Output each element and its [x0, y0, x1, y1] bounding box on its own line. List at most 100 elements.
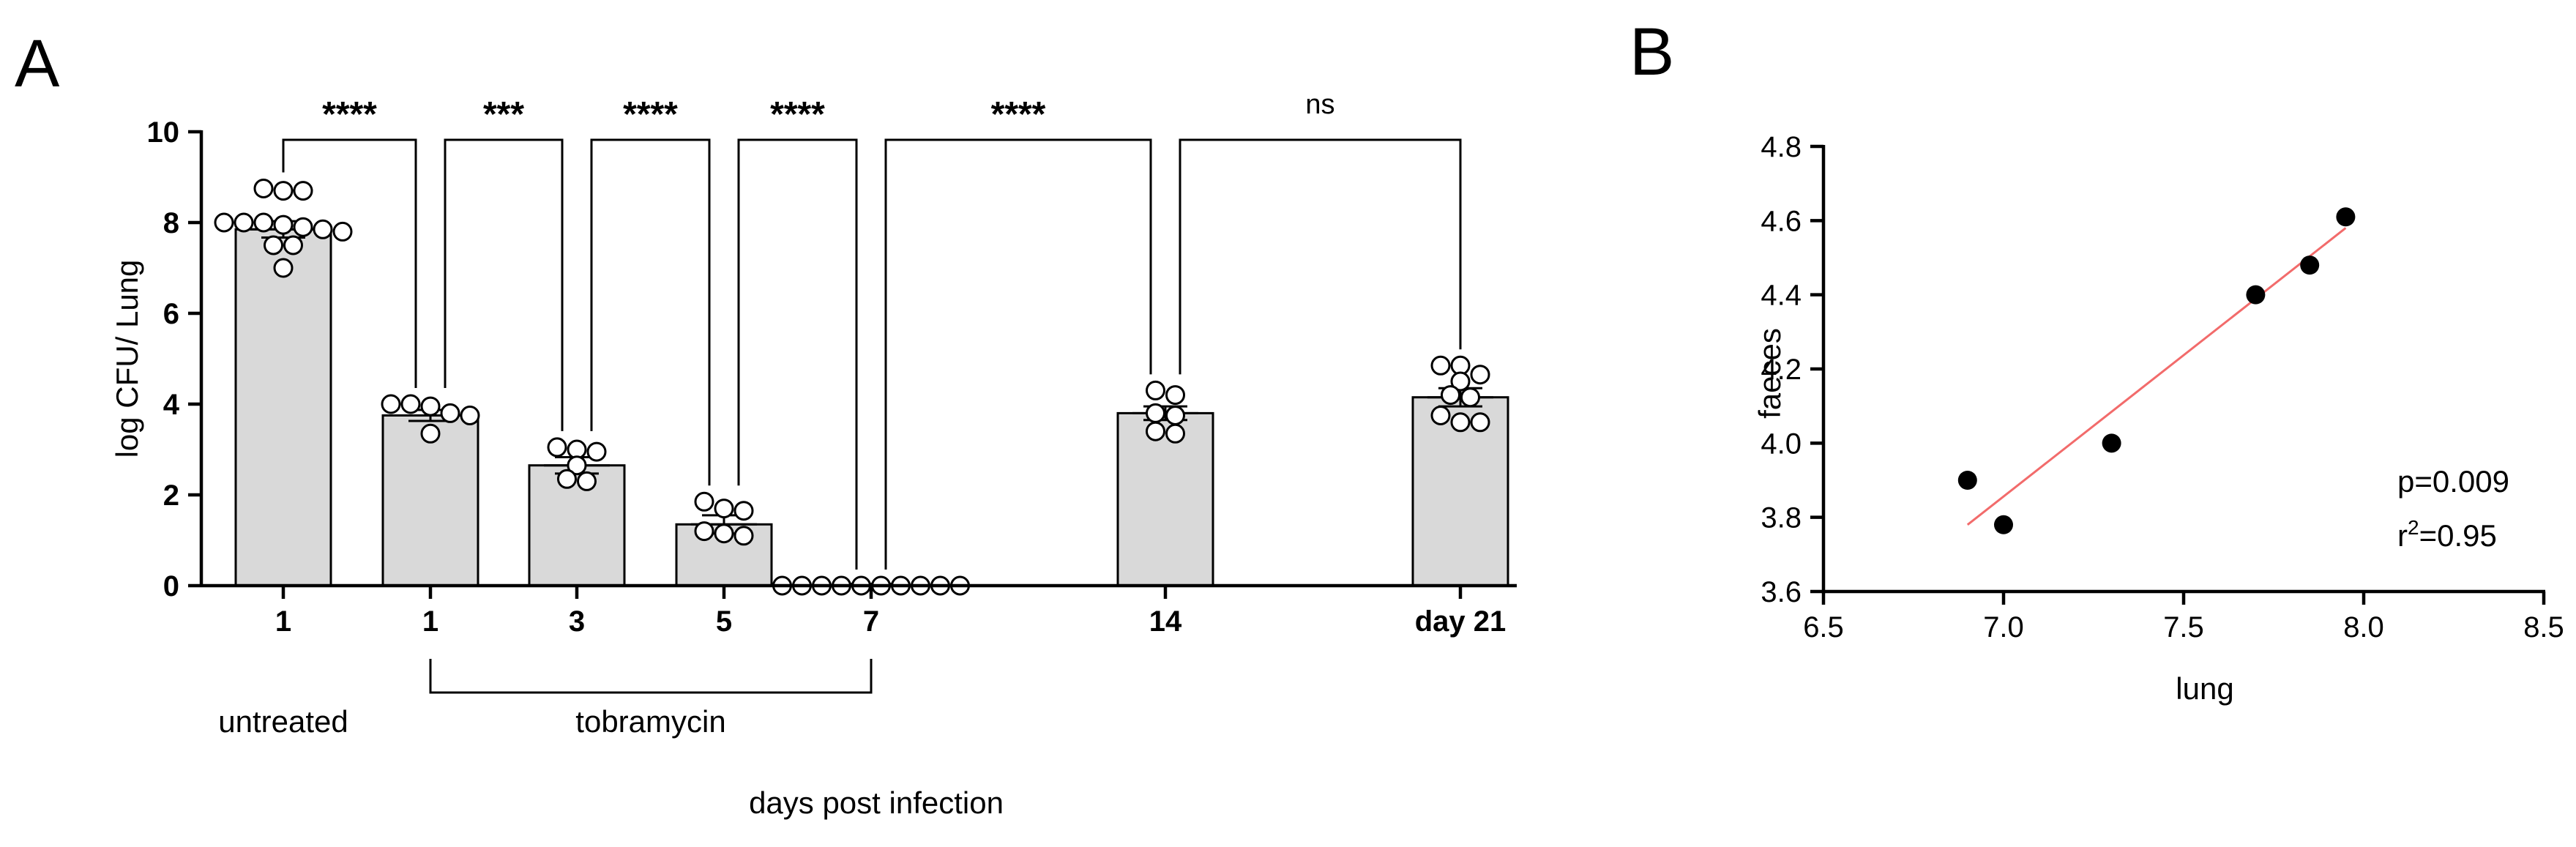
data-point	[1450, 371, 1471, 392]
panel-a-letter: A	[15, 26, 60, 101]
data-point	[547, 437, 567, 458]
y-tick-label: 6	[163, 298, 179, 330]
significance-label: ns	[1305, 89, 1334, 120]
x-tick-label: 8.0	[2343, 611, 2384, 643]
data-point	[1146, 380, 1165, 400]
r-squared-annotation: r2=0.95	[2397, 516, 2497, 553]
panel-b-scatter-chart: B 3.63.84.04.24.44.64.8 6.5 7.0 7.5 8.0 8.5 …	[1629, 15, 2564, 706]
y-tick-label: 4.8	[1761, 131, 1802, 163]
data-point	[283, 235, 303, 255]
group-label: untreated	[218, 704, 348, 739]
data-point	[332, 221, 353, 242]
significance-label: ***	[483, 95, 524, 134]
y-tick-label: 10	[147, 116, 180, 149]
data-point	[420, 423, 441, 444]
comparison-brackets: **** *** **** **** **** ns	[282, 89, 1462, 570]
group-bracket	[429, 659, 873, 694]
data-point	[2246, 285, 2266, 305]
y-tick-label: 3.6	[1761, 576, 1802, 608]
significance-label: ****	[322, 95, 377, 134]
data-point	[1146, 421, 1165, 441]
data-point	[714, 499, 734, 519]
data-point	[264, 235, 283, 255]
x-axis-label: days post infection	[749, 786, 1004, 820]
data-point	[234, 212, 254, 233]
data-point	[381, 394, 401, 414]
x-tick-label: 7	[863, 605, 879, 638]
data-point	[733, 501, 754, 521]
y-axis-label: faeces	[1752, 328, 1787, 419]
x-tick-label: day 21	[1415, 605, 1507, 638]
r-value: =0.95	[2419, 518, 2497, 553]
x-tick-label: 3	[569, 605, 585, 638]
data-point	[293, 181, 313, 201]
data-point	[1470, 365, 1490, 385]
x-tick-labels: 6.5 7.0 7.5 8.0 8.5	[1803, 592, 2564, 643]
y-tick-label: 4.6	[1761, 205, 1802, 237]
data-point	[1165, 406, 1185, 425]
y-tick-label: 2	[163, 480, 179, 512]
comparison-bracket	[590, 138, 711, 486]
data-point	[694, 521, 714, 542]
data-point	[1460, 387, 1480, 408]
data-point	[557, 469, 577, 489]
x-axis-label: lung	[2176, 671, 2233, 706]
data-point	[1146, 403, 1165, 423]
data-point	[2300, 255, 2320, 275]
significance-label: ****	[623, 95, 678, 134]
data-point	[586, 441, 607, 462]
x-tick-label: 1	[275, 605, 291, 638]
y-tick-label: 4.4	[1761, 280, 1802, 312]
bar	[381, 414, 479, 587]
significance-label: ****	[770, 95, 825, 134]
x-tick-labels: 1 1 3 5 7 14 day 21	[275, 586, 1506, 638]
data-point	[273, 181, 294, 201]
significance-label: ****	[991, 95, 1046, 134]
bar	[1116, 411, 1214, 587]
x-tick-label: 7.5	[2163, 611, 2204, 643]
x-tick-label: 8.5	[2523, 611, 2564, 643]
data-point	[420, 396, 441, 417]
data-point	[400, 394, 421, 414]
data-point	[440, 403, 460, 423]
data-point	[577, 471, 597, 491]
data-point	[2336, 207, 2356, 227]
x-tick-label: 7.0	[1983, 611, 2024, 643]
panel-b-letter: B	[1629, 15, 1674, 89]
y-tick-label: 4.2	[1761, 354, 1802, 386]
comparison-bracket	[282, 138, 417, 388]
treatment-groups: untreated tobramycin	[218, 659, 873, 739]
data-point	[273, 214, 294, 235]
data-points	[214, 179, 1490, 596]
y-axis-label: log CFU/ Lung	[110, 260, 144, 458]
group-label: tobramycin	[575, 704, 725, 739]
data-point	[1470, 412, 1490, 433]
y-tick-label: 0	[163, 570, 179, 602]
data-point	[214, 212, 234, 233]
y-tick-labels: 0 2 4 6 8 10	[147, 116, 201, 602]
data-point	[733, 526, 754, 546]
data-point	[1165, 385, 1185, 406]
data-point	[2102, 433, 2121, 453]
regression-line	[1966, 227, 2347, 526]
bar	[234, 228, 332, 587]
data-point	[253, 179, 274, 198]
data-point	[1430, 406, 1451, 425]
data-point	[694, 491, 714, 512]
y-tick-labels: 3.6 3.8 4.0 4.2 4.4 4.6 4.8	[1761, 131, 1823, 608]
data-point	[253, 212, 274, 233]
r-symbol: r	[2397, 518, 2408, 553]
x-tick-label: 5	[716, 605, 732, 638]
data-point	[567, 455, 587, 476]
p-value-annotation: p=0.009	[2397, 464, 2509, 499]
comparison-bracket	[1179, 138, 1462, 375]
comparison-bracket	[444, 138, 564, 431]
data-point	[1957, 471, 1977, 490]
bar	[528, 464, 626, 587]
data-point	[1165, 423, 1185, 444]
data-point	[1994, 515, 2013, 534]
y-tick-label: 3.8	[1761, 502, 1802, 534]
data-point	[273, 258, 294, 278]
data-points	[1957, 207, 2356, 534]
